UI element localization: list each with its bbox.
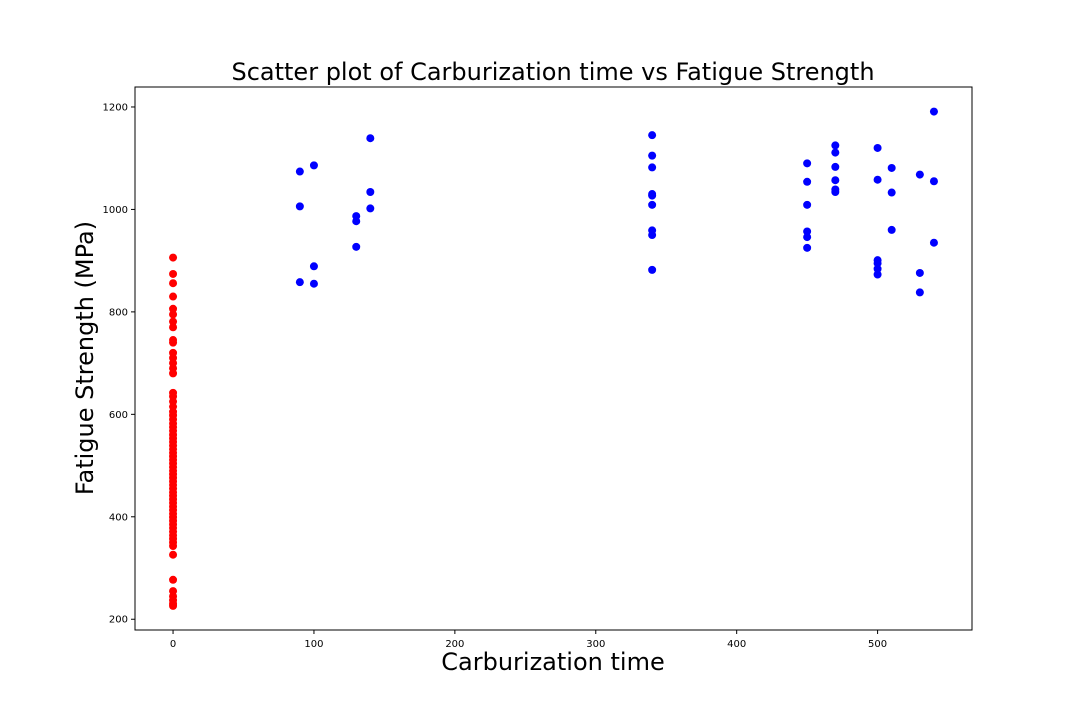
scatter-point	[648, 151, 657, 160]
y-tick-label: 1200	[103, 102, 128, 113]
scatter-point	[309, 161, 318, 170]
scatter-point	[648, 163, 657, 172]
scatter-point	[873, 259, 882, 268]
scatter-point	[169, 269, 178, 278]
y-tick-label: 600	[109, 410, 128, 421]
scatter-point	[929, 177, 938, 186]
scatter-point	[169, 338, 178, 347]
scatter-point	[169, 279, 178, 288]
scatter-point	[915, 288, 924, 297]
scatter-point	[873, 143, 882, 152]
ticks-layer: 0 100 200 300 400 500 200 400 600 800 1000 1200	[103, 102, 888, 650]
scatter-point	[366, 204, 375, 213]
x-axis-label: Carburization time	[441, 648, 664, 676]
x-tick-label: 0	[170, 639, 176, 650]
x-tick-label: 400	[727, 639, 746, 650]
scatter-point	[309, 262, 318, 271]
scatter-point	[803, 243, 812, 252]
scatter-point	[873, 264, 882, 273]
scatter-point	[803, 177, 812, 186]
scatter-point	[169, 323, 178, 332]
scatter-point	[887, 225, 896, 234]
scatter-point	[831, 141, 840, 150]
scatter-point	[169, 541, 178, 550]
scatter-point	[295, 202, 304, 211]
x-tick-label: 200	[445, 639, 464, 650]
scatter-point	[887, 188, 896, 197]
scatter-point	[887, 163, 896, 172]
scatter-point	[873, 175, 882, 184]
scatter-point	[366, 188, 375, 197]
scatter-point	[169, 575, 178, 584]
scatter-point	[169, 253, 178, 262]
scatter-point	[803, 233, 812, 242]
scatter-point	[648, 231, 657, 240]
scatter-point	[169, 317, 178, 326]
scatter-point	[831, 188, 840, 197]
scatter-point	[803, 227, 812, 236]
scatter-point	[352, 242, 361, 251]
scatter-point	[366, 134, 375, 143]
x-tick-label: 100	[304, 639, 323, 650]
scatter-point	[873, 270, 882, 279]
scatter-point	[169, 304, 178, 313]
scatter-point	[831, 176, 840, 185]
plot-area-frame	[134, 86, 973, 631]
scatter-point	[169, 369, 178, 378]
scatter-point	[352, 217, 361, 226]
x-tick-label: 300	[586, 639, 605, 650]
scatter-point	[648, 265, 657, 274]
scatter-point	[169, 292, 178, 301]
chart-title: Scatter plot of Carburization time vs Fa…	[231, 58, 874, 86]
scatter-point	[803, 159, 812, 168]
scatter-point	[831, 148, 840, 157]
scatter-point	[929, 238, 938, 247]
scatter-point	[803, 200, 812, 209]
scatter-point	[929, 107, 938, 116]
scatter-point	[169, 310, 178, 319]
y-tick-label: 800	[109, 307, 128, 318]
scatter-point	[295, 167, 304, 176]
scatter-point	[309, 279, 318, 288]
points-layer	[169, 107, 938, 610]
x-tick-label: 500	[868, 639, 887, 650]
scatter-point	[915, 268, 924, 277]
scatter-point	[169, 550, 178, 559]
scatter-point	[648, 200, 657, 209]
scatter-point	[295, 278, 304, 287]
scatter-point	[831, 162, 840, 171]
y-axis-label: Fatigue Strength (MPa)	[71, 221, 99, 495]
scatter-point	[648, 191, 657, 200]
y-tick-label: 200	[109, 615, 128, 626]
scatter-point	[915, 170, 924, 179]
y-tick-label: 1000	[103, 205, 128, 216]
y-tick-label: 400	[109, 512, 128, 523]
scatter-point	[169, 601, 178, 610]
scatter-point	[648, 131, 657, 140]
